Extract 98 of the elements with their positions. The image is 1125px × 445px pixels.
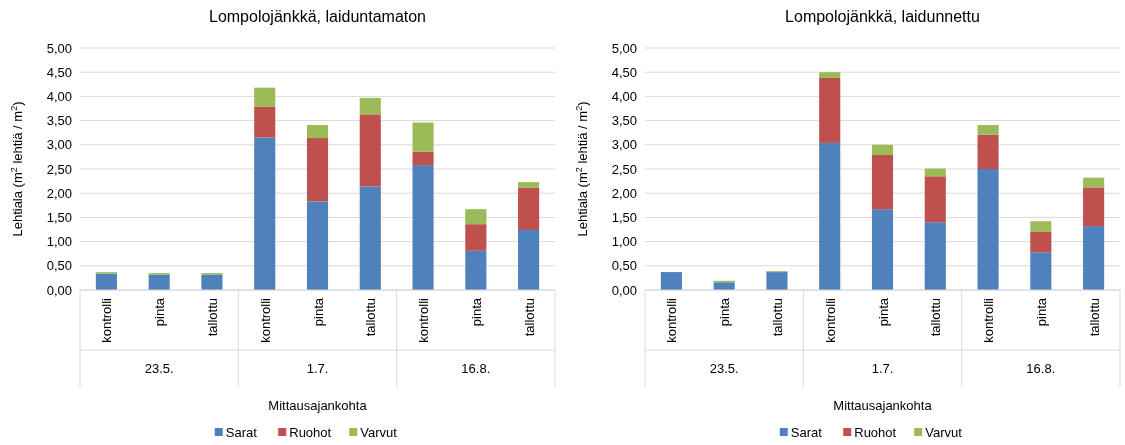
x-axis-title: Mittausajankohta: [268, 398, 368, 413]
text: 23.5.: [144, 361, 174, 376]
bar: [465, 209, 487, 225]
bar: [201, 274, 223, 290]
y-tick-label: 2,50: [46, 161, 72, 177]
bar: [359, 97, 381, 115]
bar: [871, 209, 894, 290]
y-tick-label: 0,00: [46, 282, 72, 298]
bar: [871, 154, 894, 210]
bar: [713, 282, 735, 290]
bar: [1083, 187, 1105, 227]
y-tick-label: 1,00: [46, 234, 72, 250]
x-tick-label: pinta: [468, 297, 484, 327]
bar: [254, 137, 276, 290]
bar: [359, 114, 381, 187]
chart-title: Lompolojänkkä, laidunnettu: [785, 8, 980, 25]
bar: [306, 201, 329, 290]
y-tick-label: 0,00: [611, 282, 637, 298]
x-tick-label: kontrolli: [981, 297, 997, 343]
y-tick-label: 5,00: [611, 40, 637, 56]
bar: [977, 124, 999, 135]
y-tick-label: 0,50: [46, 258, 72, 274]
bar: [871, 144, 894, 155]
x-axis-title: Mittausajankohta: [833, 398, 933, 413]
bar: [819, 142, 841, 290]
x-tick-label: pinta: [310, 297, 326, 327]
bar: [766, 272, 788, 290]
y-tick-label: 4,00: [46, 88, 72, 104]
bar: [924, 168, 946, 177]
bar: [465, 250, 487, 290]
bar: [412, 165, 434, 290]
bar: [977, 169, 999, 290]
bar: [1083, 226, 1105, 290]
y-tick-label: 1,50: [46, 209, 72, 225]
x-tick-label: pinta: [1033, 297, 1049, 327]
x-tick-label: kontrolli: [416, 297, 432, 343]
bar: [660, 272, 682, 290]
x-tick-label: tallottu: [1086, 298, 1102, 337]
y-tick-label: 2,00: [611, 185, 637, 201]
bar: [819, 78, 841, 143]
legend-label: Ruohot: [854, 425, 897, 440]
text: 16.8.: [1026, 361, 1056, 376]
x-tick-label: kontrolli: [257, 297, 273, 343]
text: 16.8.: [461, 361, 491, 376]
x-tick-label: pinta: [152, 297, 168, 327]
bar: [412, 122, 434, 152]
bar: [412, 151, 434, 166]
bar: [819, 72, 841, 79]
text: 23.5.: [709, 361, 739, 376]
text: 1.7.: [306, 361, 329, 376]
bar: [1030, 231, 1052, 253]
x-tick-label: kontrolli: [664, 297, 680, 343]
bar: [95, 273, 117, 290]
y-tick-label: 0,50: [611, 258, 637, 274]
y-tick-label: 2,50: [611, 161, 637, 177]
bar: [1083, 177, 1105, 188]
text: 1.7.: [871, 361, 894, 376]
y-tick-label: 1,00: [611, 234, 637, 250]
y-tick-label: 4,50: [611, 64, 637, 80]
legend-label: Ruohot: [289, 425, 332, 440]
y-tick-label: 4,00: [611, 88, 637, 104]
bar: [924, 176, 946, 223]
x-tick-label: kontrolli: [822, 297, 838, 343]
bar: [977, 134, 999, 169]
y-tick-label: 3,00: [611, 137, 637, 153]
y-tick-label: 3,50: [611, 113, 637, 129]
y-tick-label: 3,50: [46, 113, 72, 129]
bar: [518, 187, 540, 230]
bar: [518, 229, 540, 290]
y-tick-label: 2,00: [46, 185, 72, 201]
chart-title: Lompolojänkkä, laiduntamaton: [208, 8, 427, 25]
legend-label: Varvut: [925, 425, 963, 440]
bar: [924, 222, 946, 290]
y-tick-label: 4,50: [46, 64, 72, 80]
x-tick-label: tallottu: [769, 298, 785, 337]
x-tick-label: kontrolli: [99, 297, 115, 343]
x-tick-label: pinta: [717, 297, 733, 327]
x-tick-label: tallottu: [928, 298, 944, 337]
bar: [518, 182, 540, 188]
bar: [148, 274, 170, 290]
bar: [1030, 221, 1052, 232]
y-tick-label: 1,50: [611, 209, 637, 225]
bar: [359, 186, 381, 290]
bar: [254, 106, 276, 138]
legend-label: Sarat: [790, 425, 823, 440]
y-tick-label: 3,00: [46, 137, 72, 153]
y-tick-label: 5,00: [46, 40, 72, 56]
bar: [306, 124, 329, 139]
x-tick-label: tallottu: [363, 298, 379, 337]
x-tick-label: pinta: [875, 297, 891, 327]
x-tick-label: tallottu: [204, 298, 220, 337]
bar: [465, 224, 487, 251]
x-tick-label: tallottu: [521, 298, 537, 337]
legend-label: Sarat: [225, 425, 258, 440]
bar: [1030, 252, 1052, 290]
bar: [306, 138, 329, 202]
bar: [254, 87, 276, 107]
legend-label: Varvut: [360, 425, 398, 440]
